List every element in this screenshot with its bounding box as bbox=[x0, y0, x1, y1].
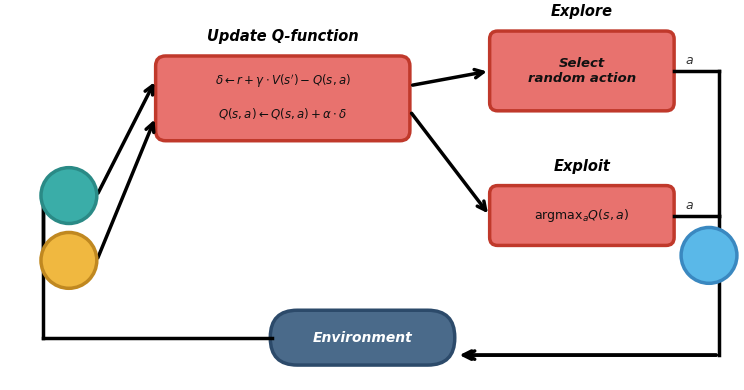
Text: $a$: $a$ bbox=[704, 248, 714, 263]
Text: $a$: $a$ bbox=[684, 199, 693, 212]
Text: $s'$: $s'$ bbox=[62, 187, 76, 204]
Text: $r$: $r$ bbox=[53, 272, 61, 285]
FancyBboxPatch shape bbox=[490, 31, 674, 111]
Text: $s'$: $s'$ bbox=[51, 170, 62, 185]
Circle shape bbox=[41, 168, 97, 223]
Text: Select
random action: Select random action bbox=[527, 57, 636, 85]
FancyBboxPatch shape bbox=[270, 310, 455, 365]
Circle shape bbox=[41, 232, 97, 288]
Text: $r$: $r$ bbox=[65, 253, 74, 268]
Text: $Q(s,a) \leftarrow Q(s,a) + \alpha \cdot \delta$: $Q(s,a) \leftarrow Q(s,a) + \alpha \cdot… bbox=[218, 106, 347, 121]
Text: $\mathrm{argmax}_a Q(s,a)$: $\mathrm{argmax}_a Q(s,a)$ bbox=[534, 207, 629, 224]
Text: Environment: Environment bbox=[312, 331, 412, 345]
Text: Exploit: Exploit bbox=[554, 159, 610, 174]
Text: Update Q-function: Update Q-function bbox=[207, 29, 359, 44]
Text: $a$: $a$ bbox=[684, 55, 693, 67]
Text: Explore: Explore bbox=[551, 4, 613, 19]
FancyBboxPatch shape bbox=[490, 186, 674, 245]
Text: $\delta \leftarrow r + \gamma \cdot V(s') - Q(s,a)$: $\delta \leftarrow r + \gamma \cdot V(s'… bbox=[215, 73, 350, 90]
FancyBboxPatch shape bbox=[155, 56, 410, 141]
Circle shape bbox=[681, 227, 737, 283]
